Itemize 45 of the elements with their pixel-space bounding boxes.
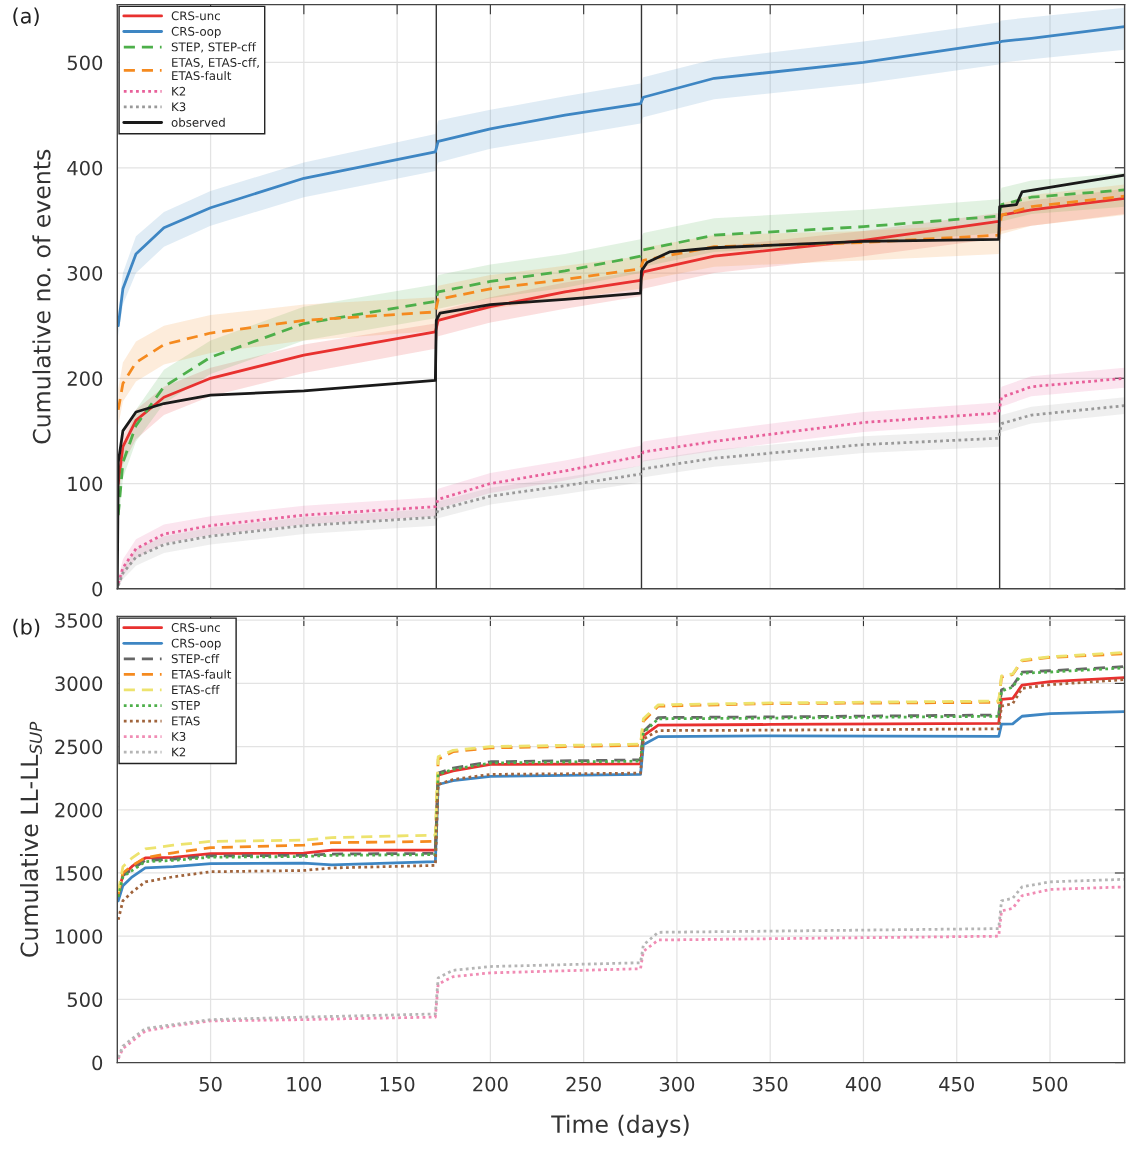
y-tick-label: 0: [92, 581, 103, 597]
legend-label: K2: [172, 747, 186, 757]
y-tick-label: 1500: [56, 865, 103, 881]
y-tick-label: 3000: [55, 676, 103, 692]
legend-label: ETAS, ETAS-cff, ETAS-fault: [172, 57, 259, 81]
y-tick-label: 2500: [55, 739, 103, 755]
y-tick-label: 1000: [56, 929, 103, 944]
x-tick-label: 250: [566, 1076, 601, 1092]
x-tick-label: 300: [659, 1076, 695, 1092]
legend-label: ETAS: [172, 716, 200, 726]
legend-label: CRS-oop: [171, 638, 221, 650]
legend-label: CRS-oop: [171, 26, 221, 39]
legend-label: ETAS-fault: [172, 669, 232, 679]
legend-label: K2: [172, 86, 186, 96]
y-tick-label: 0: [92, 1055, 103, 1071]
y-tick-label: 100: [68, 476, 103, 492]
y-tick-label: 200: [67, 371, 103, 386]
y-tick-label: 300: [67, 265, 103, 281]
y-tick-label: 3500: [55, 613, 103, 628]
legend-label: STEP, STEP-cff: [171, 42, 257, 53]
legend-label: ETAS-cff: [172, 685, 220, 695]
y-tick-label: 500: [67, 992, 103, 1008]
legend-label: STEP: [171, 700, 200, 710]
legend-label: CRS-unc: [171, 11, 220, 21]
text: (b): [13, 618, 40, 638]
x-tick-label: 150: [380, 1076, 415, 1092]
y-axis-title: Cumulative no. of events: [32, 149, 51, 444]
legend-label: observed: [171, 117, 225, 127]
x-axis-title: Time (days): [551, 1114, 689, 1138]
legend-label: STEP-cff: [171, 654, 220, 664]
legend-label: K3: [172, 102, 186, 112]
x-tick-label: 500: [1032, 1076, 1068, 1092]
x-tick-label: 50: [199, 1076, 222, 1092]
text: (a): [13, 7, 39, 27]
legend-label: CRS-unc: [171, 623, 220, 633]
y-tick-label: 400: [67, 160, 103, 176]
y-axis-title: Cumulative LL-LL$_{SUP}$: [19, 721, 43, 957]
x-tick-label: 100: [287, 1076, 322, 1092]
x-tick-label: 350: [753, 1076, 788, 1092]
y-tick-label: 2000: [55, 802, 103, 818]
legend-label: K3: [172, 732, 186, 741]
x-tick-label: 200: [473, 1076, 508, 1092]
y-tick-label: 500: [67, 55, 103, 71]
x-tick-label: 400: [845, 1076, 881, 1092]
x-tick-label: 450: [939, 1076, 974, 1092]
